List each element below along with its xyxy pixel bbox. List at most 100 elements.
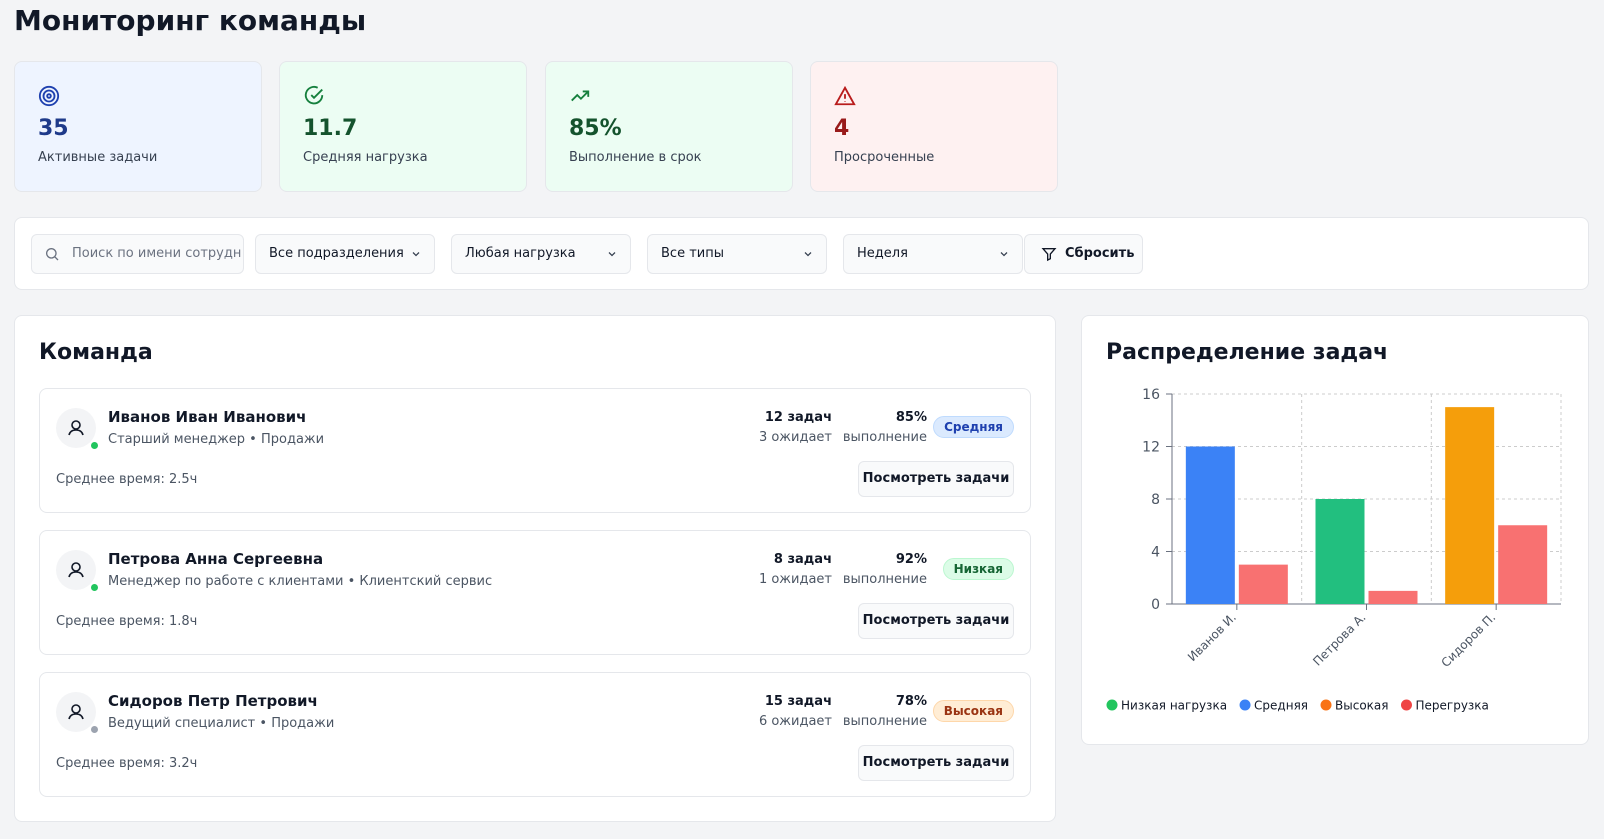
completion: 85% — [895, 410, 927, 425]
legend-swatch — [1106, 699, 1118, 711]
chart: 0 4 8 12 16 Иванов И. Петрова А. Сидоров П. Низк… — [1106, 387, 1562, 713]
team-panel: Команда Иванов Иван Иванович Старший мене… — [14, 315, 1056, 822]
legend-label: Средняя — [1254, 699, 1308, 713]
legend-swatch — [1400, 699, 1412, 711]
view-tasks-button[interactable]: Посмотреть задачи — [858, 745, 1014, 781]
alert-icon — [834, 85, 856, 106]
member-card: Петрова Анна Сергеевна Менеджер по работе… — [39, 530, 1031, 655]
target-icon — [38, 85, 60, 107]
filter-icon — [1041, 248, 1057, 262]
load-badge: Средняя — [933, 416, 1014, 438]
legend-swatch — [1239, 699, 1251, 711]
avatar — [56, 692, 96, 732]
stat-card: 4 Просроченные — [810, 61, 1058, 192]
stat-value: 11.7 — [303, 116, 358, 141]
completion-label: выполнение — [842, 714, 927, 729]
bar — [1315, 499, 1365, 604]
stat-value: 4 — [834, 116, 850, 141]
status-dot — [90, 725, 99, 734]
x-tick-label: Иванов И. — [1185, 610, 1239, 664]
search-input[interactable]: Поиск по имени сотрудн — [31, 234, 244, 274]
completion: 92% — [895, 552, 927, 567]
bar — [1368, 590, 1418, 604]
stat-value: 35 — [38, 116, 69, 141]
bar — [1185, 446, 1235, 604]
pending-count: 1 ожидает — [758, 572, 832, 587]
select-label: Неделя — [857, 246, 908, 261]
search-icon — [46, 248, 59, 261]
bar — [1238, 564, 1288, 604]
stat-card: 35 Активные задачи — [14, 61, 262, 192]
legend-label: Высокая — [1335, 699, 1388, 713]
member-role: Старший менеджер • Продажи — [108, 432, 325, 447]
chevron-icon — [804, 252, 812, 257]
stat-label: Активные задачи — [38, 150, 158, 165]
completion-label: выполнение — [842, 430, 927, 445]
completion: 78% — [895, 694, 927, 709]
stat-label: Средняя нагрузка — [303, 150, 428, 165]
chevron-icon — [1000, 252, 1008, 257]
member-role: Менеджер по работе с клиентами • Клиентс… — [108, 574, 493, 589]
view-tasks-button[interactable]: Посмотреть задачи — [858, 603, 1014, 639]
avg-time: Среднее время: 2.5ч — [56, 472, 198, 487]
select[interactable]: Все типы — [647, 234, 827, 274]
pending-count: 3 ожидает — [758, 430, 832, 445]
avg-time: Среднее время: 1.8ч — [56, 614, 198, 629]
trend-icon — [571, 90, 590, 102]
status-dot — [90, 583, 99, 592]
task-count: 15 задач — [764, 694, 832, 709]
member-name: Петрова Анна Сергеевна — [108, 550, 324, 568]
legend-label: Перегрузка — [1415, 699, 1488, 713]
avatar — [56, 550, 96, 590]
load-badge: Высокая — [932, 700, 1014, 722]
user-icon — [68, 420, 84, 436]
view-tasks-button[interactable]: Посмотреть задачи — [858, 461, 1014, 497]
select[interactable]: Любая нагрузка — [451, 234, 631, 274]
chart-panel: Распределение задач 0 4 8 12 16 Иванов И. Петр… — [1081, 315, 1589, 745]
avatar — [56, 408, 96, 448]
stat-label: Просроченные — [834, 150, 935, 165]
user-icon — [68, 704, 84, 720]
member-name: Сидоров Петр Петрович — [108, 692, 318, 710]
search-placeholder: Поиск по имени сотрудн — [72, 246, 242, 261]
y-tick-label: 4 — [1151, 545, 1160, 561]
stat-value: 85% — [569, 116, 622, 141]
bar — [1445, 407, 1495, 604]
filter-bar: Поиск по имени сотрудн Все подразделения… — [14, 217, 1589, 290]
legend-swatch — [1320, 699, 1332, 711]
select[interactable]: Неделя — [843, 234, 1023, 274]
pending-count: 6 ожидает — [758, 714, 832, 729]
y-tick-label: 0 — [1151, 597, 1160, 613]
y-tick-label: 12 — [1142, 440, 1160, 456]
stat-card: 11.7 Средняя нагрузка — [279, 61, 527, 192]
legend-label: Низкая нагрузка — [1121, 699, 1227, 713]
member-card: Иванов Иван Иванович Старший менеджер • П… — [39, 388, 1031, 513]
page-title: Мониторинг команды — [14, 4, 367, 37]
task-count: 8 задач — [773, 552, 832, 567]
panel-title: Команда — [39, 340, 153, 365]
member-name: Иванов Иван Иванович — [108, 408, 307, 426]
select-label: Все подразделения — [269, 246, 404, 261]
user-icon — [68, 562, 84, 578]
select-label: Все типы — [661, 246, 724, 261]
completion-label: выполнение — [842, 572, 927, 587]
check-icon — [304, 86, 324, 105]
x-tick-label: Сидоров П. — [1439, 610, 1499, 670]
x-tick-label: Петрова А. — [1310, 610, 1368, 668]
chevron-icon — [608, 252, 616, 257]
chevron-icon — [412, 252, 420, 257]
status-dot — [90, 441, 99, 450]
reset-button[interactable]: Сбросить — [1024, 234, 1143, 274]
task-count: 12 задач — [764, 410, 832, 425]
stat-card: 85% Выполнение в срок — [545, 61, 793, 192]
member-card: Сидоров Петр Петрович Ведущий специалист … — [39, 672, 1031, 797]
select[interactable]: Все подразделения — [255, 234, 435, 274]
y-tick-label: 8 — [1151, 492, 1160, 508]
stat-label: Выполнение в срок — [569, 150, 702, 165]
select-label: Любая нагрузка — [465, 246, 576, 261]
y-tick-label: 16 — [1142, 387, 1160, 403]
reset-label: Сбросить — [1065, 246, 1135, 261]
chart-title: Распределение задач — [1106, 340, 1389, 365]
load-badge: Низкая — [942, 558, 1014, 580]
